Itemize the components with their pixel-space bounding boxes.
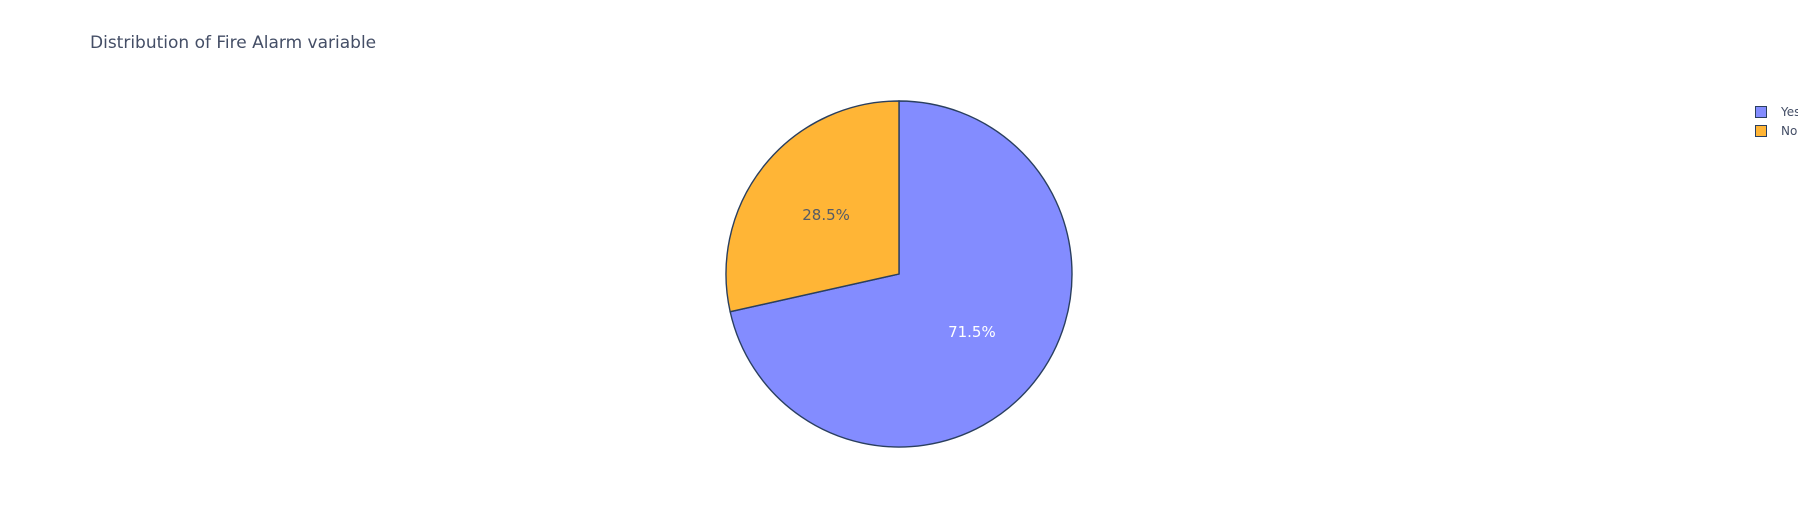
pie-labels: 71.5% 28.5%	[802, 206, 995, 341]
chart-title: Distribution of Fire Alarm variable	[90, 33, 377, 53]
legend-label-no: No	[1781, 124, 1798, 138]
legend-swatch-yes	[1755, 106, 1767, 118]
legend-label-yes: Yes	[1781, 105, 1798, 119]
pie-label-yes: 71.5%	[948, 323, 996, 341]
pie-slices	[725, 100, 1073, 448]
pie-slice-yes[interactable]	[729, 100, 1073, 448]
pie-label-no: 28.5%	[802, 206, 850, 224]
pie-slice-no[interactable]	[725, 100, 900, 313]
legend-swatch-no	[1755, 125, 1767, 137]
